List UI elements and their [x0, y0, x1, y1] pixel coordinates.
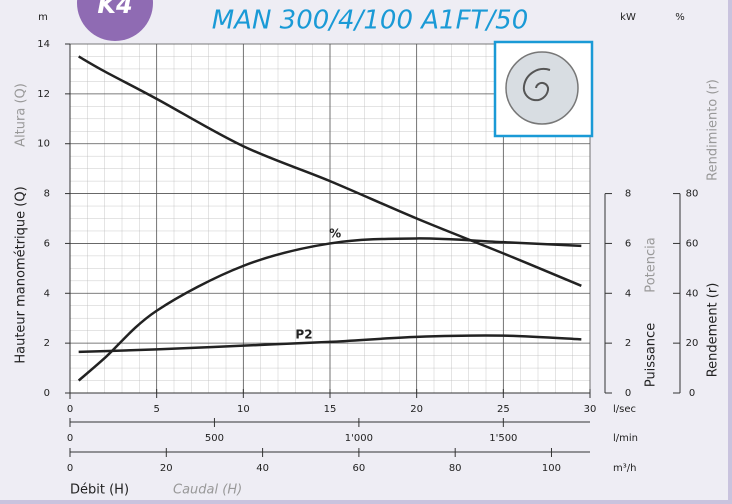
- x-tick-label: 30: [584, 404, 597, 415]
- series-label: %: [329, 226, 341, 240]
- x3-unit: m³/h: [613, 463, 636, 474]
- x3-tick-label: 100: [542, 463, 561, 474]
- y2-label: Puissance: [644, 323, 659, 387]
- y-tick-label: 6: [44, 238, 50, 249]
- y-tick-label: 4: [44, 288, 50, 299]
- x3-tick-label: 20: [160, 463, 173, 474]
- x-tick-label: 15: [324, 404, 337, 415]
- y3-tick-label: 80: [686, 189, 699, 200]
- y3-label: Rendement (r): [706, 283, 721, 378]
- y3-tick-label: 60: [686, 238, 699, 249]
- y2-tick-label: 6: [625, 238, 631, 249]
- x2-unit: l/min: [613, 433, 638, 444]
- y3-tick-label: 0: [689, 388, 695, 399]
- x-tick-label: 10: [237, 404, 250, 415]
- y2-tick-label: 0: [625, 388, 631, 399]
- x3-tick-label: 60: [353, 463, 366, 474]
- y-label-alt: Altura (Q): [14, 83, 29, 147]
- y3-label-alt: Rendimiento (r): [706, 79, 721, 181]
- y-tick-label: 12: [37, 89, 50, 100]
- x-tick-label: 5: [153, 404, 159, 415]
- y-tick-label: 8: [44, 189, 50, 200]
- y2-label-alt: Potencia: [644, 237, 659, 292]
- badge-text: K4: [97, 0, 132, 19]
- y2-unit: kW: [620, 12, 636, 23]
- y3-unit: %: [675, 12, 685, 23]
- y-tick-label: 0: [44, 388, 50, 399]
- x2-tick-label: 1'000: [345, 433, 373, 444]
- chart-title: MAN 300/4/100 A1FT/50: [212, 6, 529, 36]
- series-line: [78, 334, 582, 354]
- x2-tick-label: 0: [67, 433, 73, 444]
- x-label: Débit (H): [70, 483, 129, 498]
- y2-tick-label: 2: [625, 338, 631, 349]
- y-tick-label: 14: [37, 39, 50, 50]
- border: [0, 500, 732, 504]
- x3-tick-label: 0: [67, 463, 73, 474]
- y2-tick-label: 4: [625, 288, 631, 299]
- pump-icon: [493, 40, 594, 138]
- badge: [77, 0, 153, 41]
- y-tick-label: 2: [44, 338, 50, 349]
- y2-tick-label: 8: [625, 189, 631, 200]
- y-label: Hauteur manométrique (Q): [14, 186, 29, 363]
- x-tick-label: 25: [497, 404, 510, 415]
- y3-tick-label: 40: [686, 288, 699, 299]
- x-tick-label: 0: [67, 404, 73, 415]
- y-tick-label: 10: [37, 139, 50, 150]
- series-line: [78, 55, 582, 287]
- x3-tick-label: 40: [256, 463, 269, 474]
- y-unit: m: [38, 12, 48, 23]
- x2-tick-label: 500: [205, 433, 224, 444]
- y3-tick-label: 20: [686, 338, 699, 349]
- x2-tick-label: 1'500: [489, 433, 517, 444]
- x-tick-label: 20: [410, 404, 423, 415]
- x-unit: l/sec: [613, 404, 636, 415]
- x3-tick-label: 80: [449, 463, 462, 474]
- x-label-alt: Caudal (H): [173, 483, 242, 498]
- border: [728, 0, 732, 504]
- series-line: [77, 237, 582, 382]
- series-label: P2: [295, 327, 312, 341]
